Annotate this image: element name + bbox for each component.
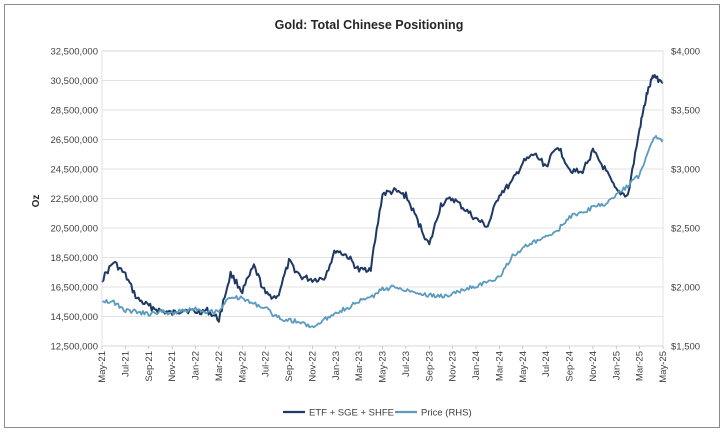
x-tick-label: May-23 [378,351,389,383]
y2-tick-label: $3,000 [671,165,700,176]
series-line-1 [102,135,664,329]
x-tick-label: Jul-21 [120,351,131,377]
series-lines [101,74,664,329]
legend-label: Price (RHS) [421,408,472,419]
x-tick-label: Jan-22 [191,351,202,380]
y-tick-label: 24,500,000 [50,165,98,176]
x-tick-label: May-25 [658,351,669,383]
y-axis-label: Oz [31,195,42,208]
y-axis-right-ticks: $4,000 $3,500 $3,000 $2,500 $2,000 $1,500 [671,47,700,353]
x-tick-label: Sep-21 [144,351,155,382]
chart: Gold: Total Chinese Positioning 32,500,0… [31,18,700,419]
y2-tick-label: $2,500 [671,224,700,235]
x-tick-label: Sep-24 [565,351,576,382]
y-tick-label: 28,500,000 [50,106,98,117]
x-tick-label: Jul-22 [261,351,272,377]
y2-tick-label: $2,000 [671,283,700,294]
y2-tick-label: $1,500 [671,342,700,353]
plot-area-border [101,50,664,347]
y-tick-label: 30,500,000 [50,76,98,87]
x-tick-label: May-24 [518,351,529,383]
x-tick-label: Jul-23 [401,351,412,377]
x-tick-label: Mar-24 [494,351,505,381]
y-tick-label: 12,500,000 [50,342,98,353]
x-tick-label: Nov-24 [588,351,599,382]
x-tick-label: Jan-24 [471,351,482,380]
x-tick-label: Nov-23 [448,351,459,382]
y2-tick-label: $3,500 [671,106,700,117]
x-tick-label: Sep-23 [424,351,435,382]
y-tick-label: 20,500,000 [50,224,98,235]
x-tick-label: Jan-23 [331,351,342,380]
x-tick-label: Nov-21 [167,351,178,382]
x-tick-label: Jan-25 [611,351,622,380]
x-axis-ticks: May-21 Jul-21 Sep-21 Nov-21 Jan-22 Mar-22 May-… [97,346,669,383]
x-tick-label: Nov-22 [307,351,318,382]
x-tick-label: Mar-22 [214,351,225,381]
x-tick-label: Jul-24 [541,351,552,377]
x-tick-label: Sep-22 [284,351,295,382]
chart-frame: Gold: Total Chinese Positioning 32,500,0… [4,4,720,428]
chart-title: Gold: Total Chinese Positioning [275,18,464,32]
y-tick-label: 18,500,000 [50,253,98,264]
x-tick-label: Mar-25 [635,351,646,381]
legend-label: ETF + SGE + SHFE [309,408,394,419]
x-tick-label: May-21 [97,351,108,383]
y2-tick-label: $4,000 [671,47,700,58]
y-tick-label: 22,500,000 [50,194,98,205]
x-tick-label: May-22 [237,351,248,383]
y-tick-label: 32,500,000 [50,47,98,58]
y-tick-label: 26,500,000 [50,135,98,146]
legend: ETF + SGE + SHFE Price (RHS) [283,408,472,419]
x-tick-label: Mar-23 [354,351,365,381]
y-axis-left-ticks: 32,500,000 30,500,000 28,500,000 26,500,000… [50,47,98,353]
series-line-0 [101,74,664,323]
y-tick-label: 14,500,000 [50,312,98,323]
y-tick-label: 16,500,000 [50,283,98,294]
